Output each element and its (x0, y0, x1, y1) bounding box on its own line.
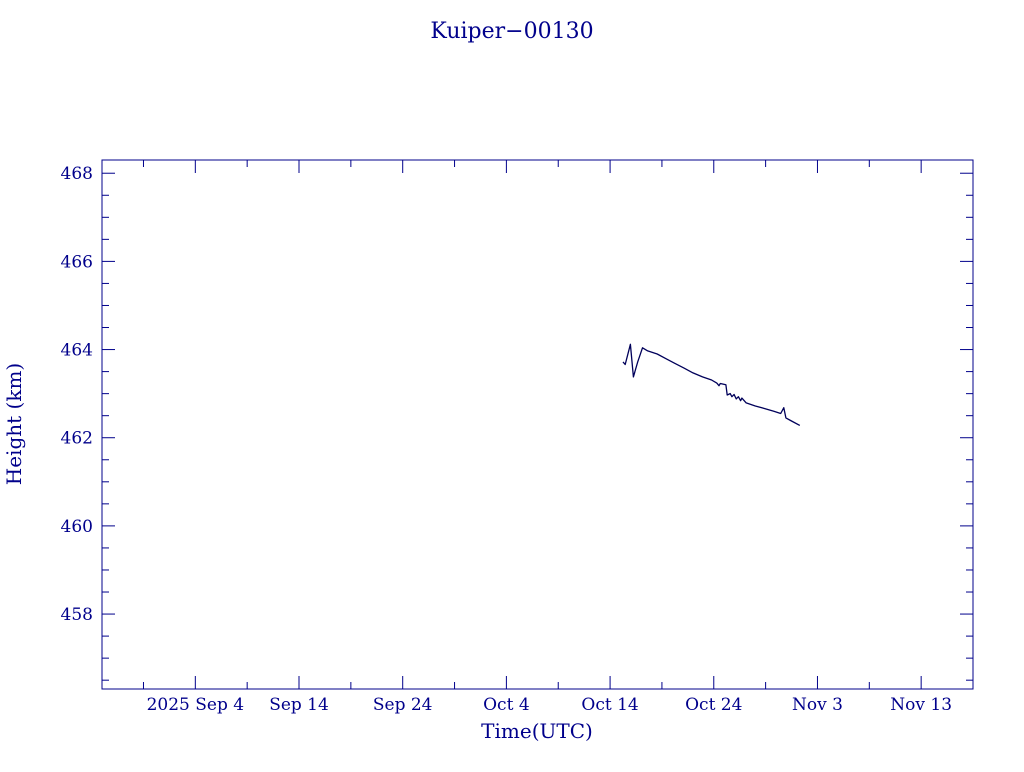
x-tick-label: Nov 3 (792, 695, 843, 715)
y-tick-label: 466 (61, 252, 93, 272)
series-layer (622, 343, 801, 426)
x-axis-label: Time(UTC) (481, 719, 593, 743)
x-tick-label: 2025 Sep 4 (147, 695, 244, 715)
y-tick-label: 468 (61, 164, 93, 184)
y-axis-ticks (102, 172, 973, 681)
x-tick-label: Oct 4 (483, 695, 530, 715)
y-axis-tick-labels: 458 460 462 464 466 468 (61, 164, 93, 625)
x-tick-label: Nov 13 (890, 695, 952, 715)
x-tick-label: Sep 14 (269, 695, 329, 715)
y-tick-label: 458 (61, 605, 93, 625)
y-tick-label: 462 (61, 429, 93, 449)
x-axis-tick-labels: 2025 Sep 4 Sep 14 Sep 24 Oct 4 Oct 14 Oct 24 N… (147, 695, 952, 715)
y-tick-label: 464 (61, 341, 93, 361)
plot-frame (101, 159, 974, 690)
x-tick-label: Oct 14 (581, 695, 638, 715)
x-tick-label: Oct 24 (685, 695, 742, 715)
y-axis-label: Height (km) (2, 363, 26, 485)
x-tick-label: Sep 24 (373, 695, 433, 715)
y-tick-label: 460 (61, 517, 93, 537)
series-line (622, 343, 801, 426)
x-axis-ticks (142, 160, 974, 689)
chart-title: Kuiper−00130 (430, 19, 593, 44)
